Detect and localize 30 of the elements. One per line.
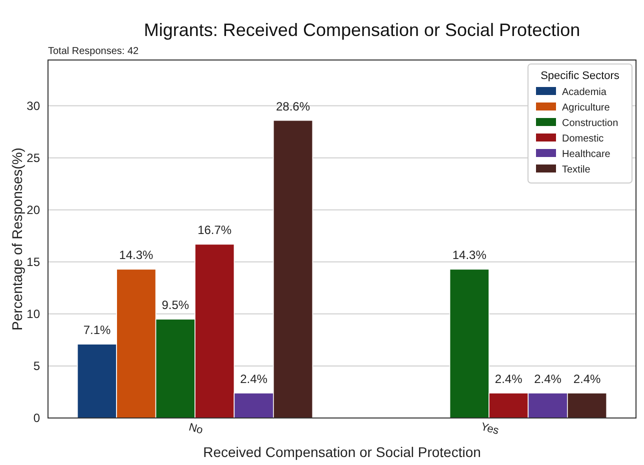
data-label: 14.3%: [452, 248, 487, 262]
y-tick-label: 15: [26, 255, 40, 270]
x-tick-label: No: [187, 421, 204, 437]
data-label: 7.1%: [83, 323, 111, 338]
y-tick-label: 30: [26, 98, 40, 113]
y-axis-title: Percentage of Responses(%): [9, 148, 25, 330]
x-axis-title: Received Compensation or Social Protection: [203, 444, 481, 460]
data-label: 28.6%: [276, 99, 310, 114]
data-label: 14.3%: [119, 248, 154, 262]
data-label: 2.4%: [240, 372, 268, 386]
x-tick-label: Yes: [480, 420, 500, 438]
y-tick-label: 0: [33, 411, 40, 426]
legend-title: Specific Sectors: [540, 70, 620, 82]
data-label: 2.4%: [573, 372, 601, 386]
data-label: 16.7%: [198, 223, 232, 238]
legend-label: Construction: [562, 118, 618, 129]
text: Total Responses: 42: [48, 46, 140, 57]
chart-title: Migrants: Received Compensation or Social Protection: [144, 20, 580, 40]
legend-label: Textile: [562, 164, 591, 176]
legend-label: Agriculture: [562, 102, 610, 114]
data-label: 2.4%: [534, 372, 562, 386]
y-tick-label: 10: [26, 307, 40, 322]
legend-label: Healthcare: [562, 149, 611, 160]
legend-label: Domestic: [562, 134, 604, 144]
data-label: 9.5%: [162, 298, 190, 312]
y-tick-label: 25: [26, 151, 40, 166]
y-tick-label: 5: [33, 359, 40, 374]
y-tick-label: 20: [26, 203, 40, 218]
legend-label: Academia: [562, 87, 607, 98]
data-label: 2.4%: [494, 372, 523, 386]
